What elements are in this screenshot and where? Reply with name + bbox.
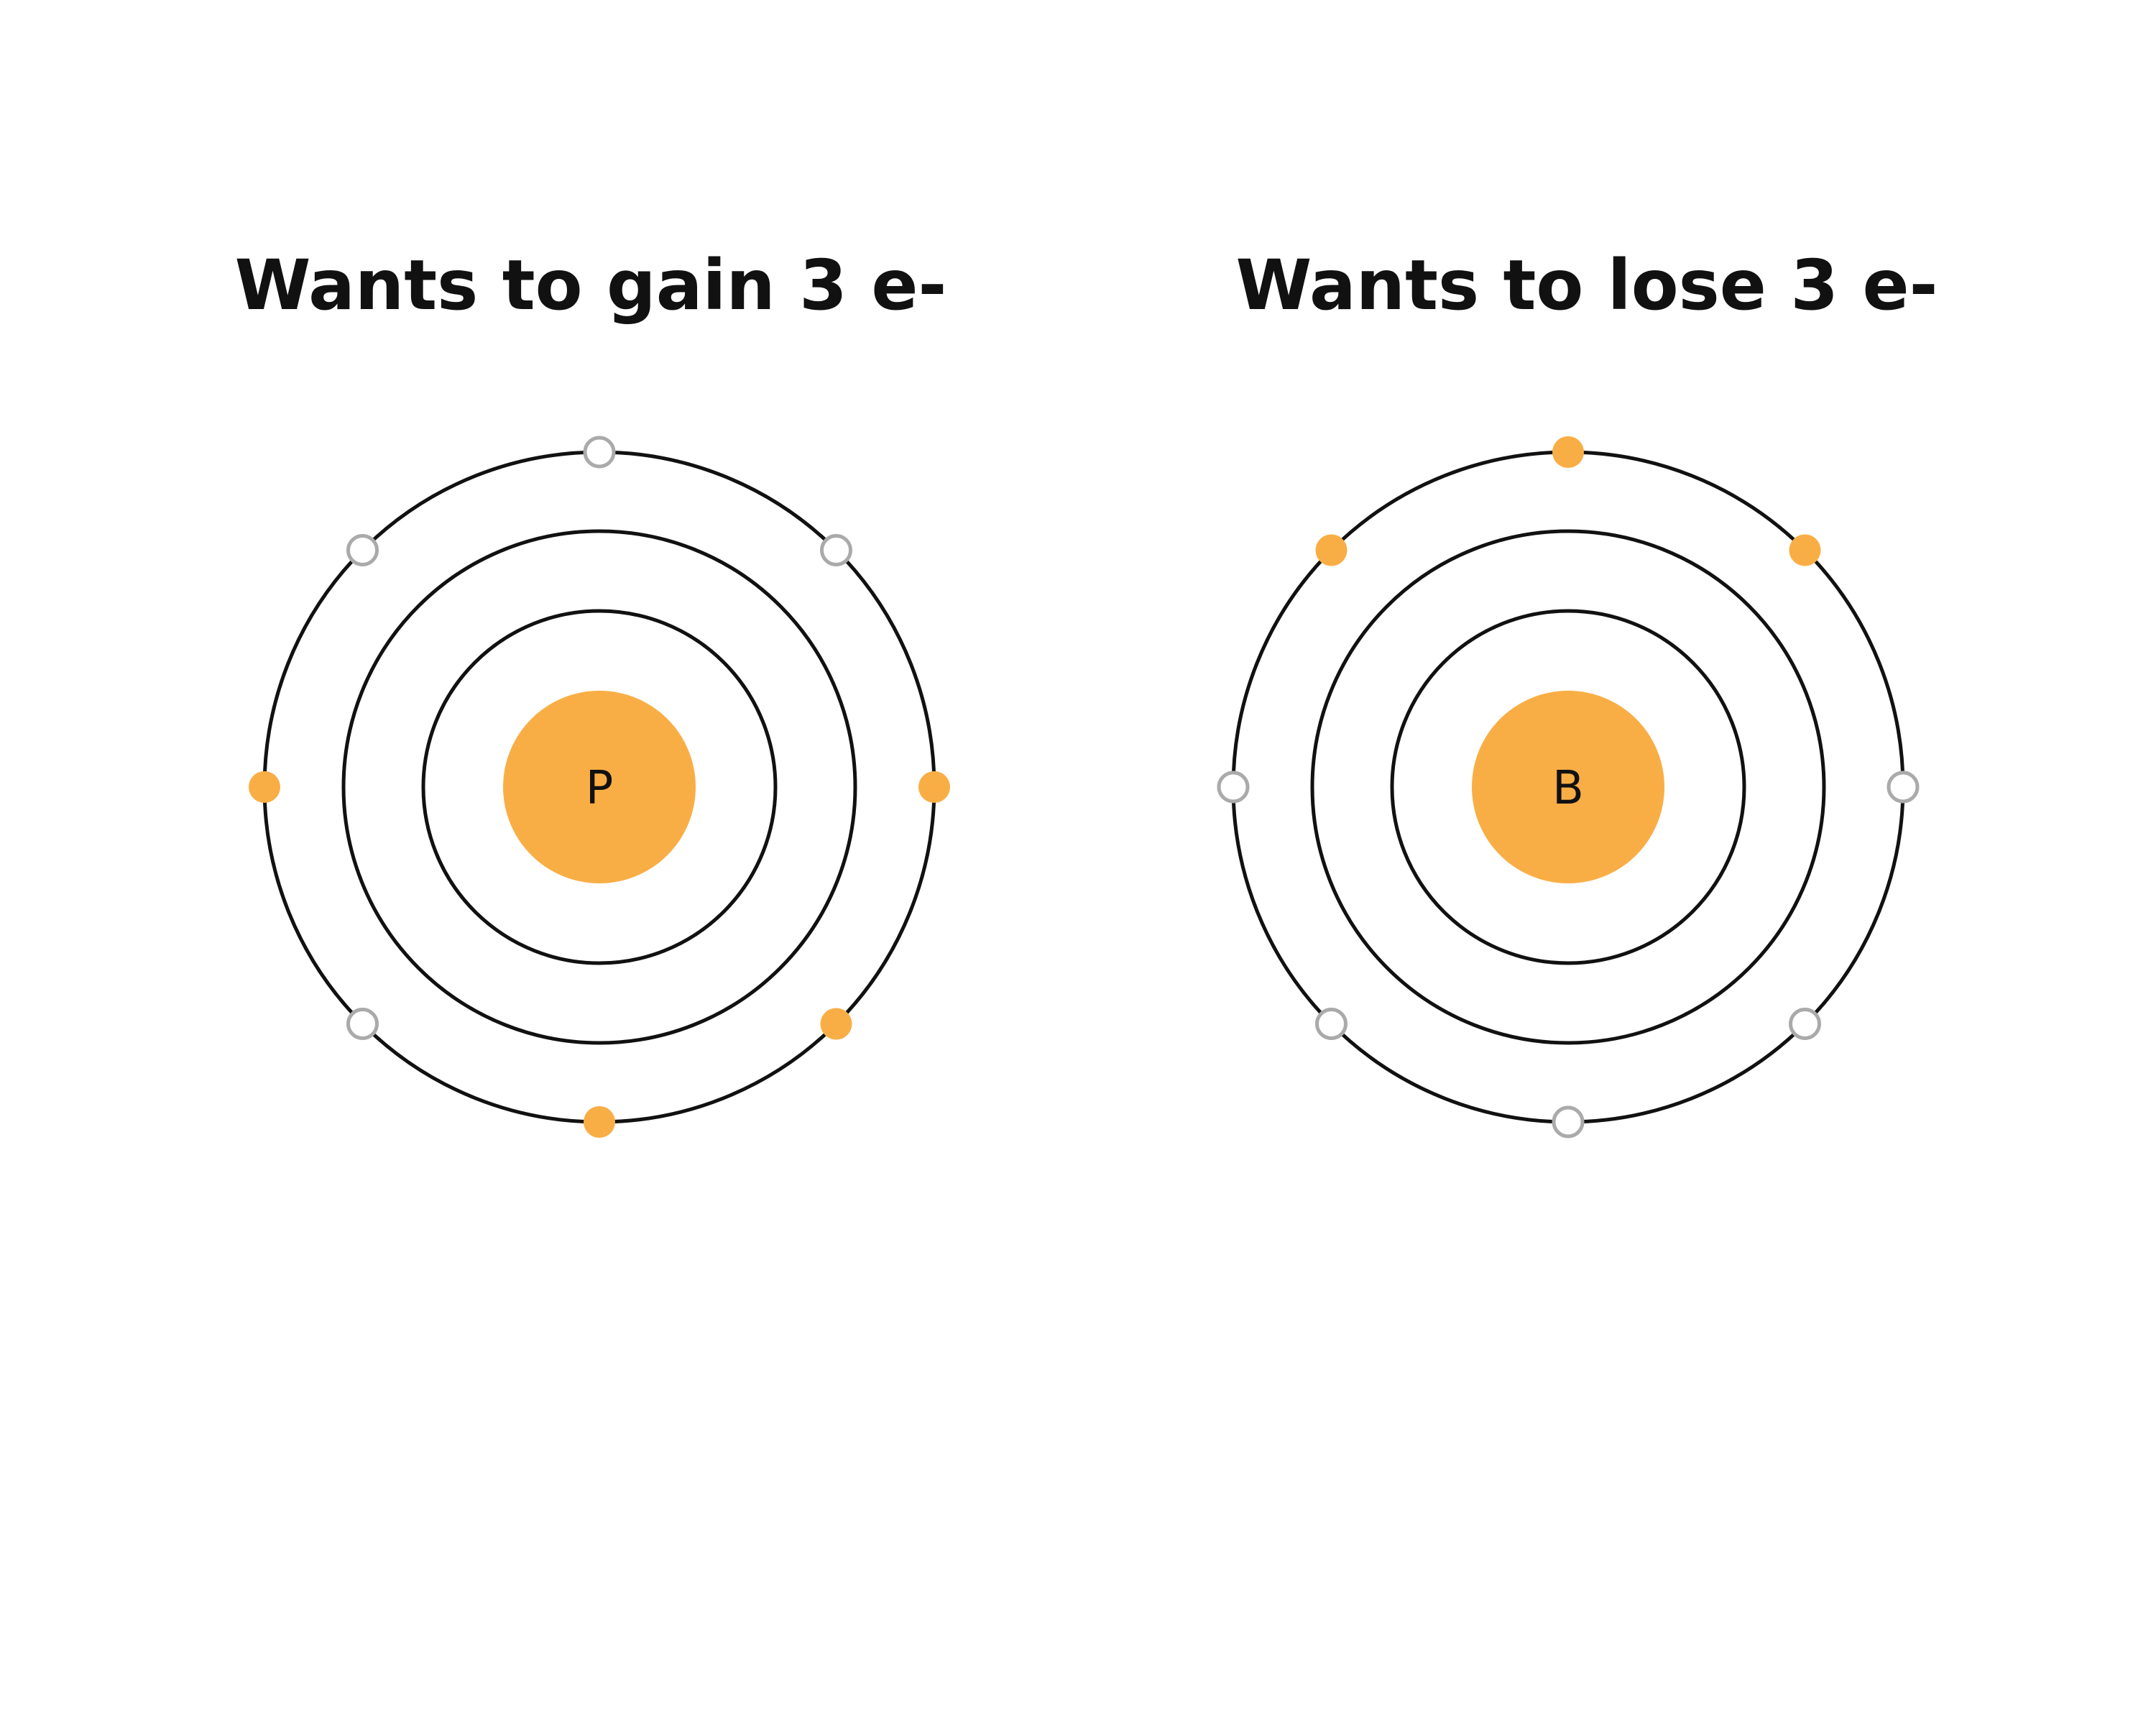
electron-filled [584, 1106, 615, 1138]
inner-shell [1390, 609, 1746, 965]
electron-filled [820, 1008, 852, 1040]
electron-filled [1789, 534, 1821, 566]
electron-empty-slot [583, 436, 616, 469]
electron-empty-slot [1552, 1105, 1585, 1138]
electron-filled [1552, 436, 1584, 468]
electron-filled [918, 771, 950, 803]
atom-title: Wants to gain 3 e- [235, 245, 947, 326]
nucleus [1472, 691, 1664, 883]
nucleus [503, 691, 696, 883]
electron-empty-slot [820, 534, 852, 566]
electron-empty-slot [1886, 770, 1920, 804]
electron-filled [1315, 534, 1348, 566]
electron-filled [249, 771, 280, 803]
atom-phosphorus: Wants to gain 3 e- P [235, 245, 950, 1138]
atom-boron: Wants to lose 3 e- B [1217, 245, 1938, 1138]
inner-shell [421, 609, 778, 965]
atom-title: Wants to lose 3 e- [1235, 245, 1938, 326]
electron-empty-slot [1789, 1008, 1821, 1040]
nucleus-symbol: P [586, 762, 614, 815]
outer-electrons [1217, 436, 1920, 1138]
electron-empty-slot [1217, 770, 1250, 804]
middle-shell [1310, 529, 1826, 1045]
electron-empty-slot [1315, 1008, 1348, 1040]
outer-electrons [249, 436, 950, 1138]
electron-empty-slot [346, 534, 379, 566]
electron-empty-slot [346, 1008, 379, 1040]
middle-shell [341, 529, 857, 1045]
nucleus-symbol: B [1552, 762, 1584, 815]
